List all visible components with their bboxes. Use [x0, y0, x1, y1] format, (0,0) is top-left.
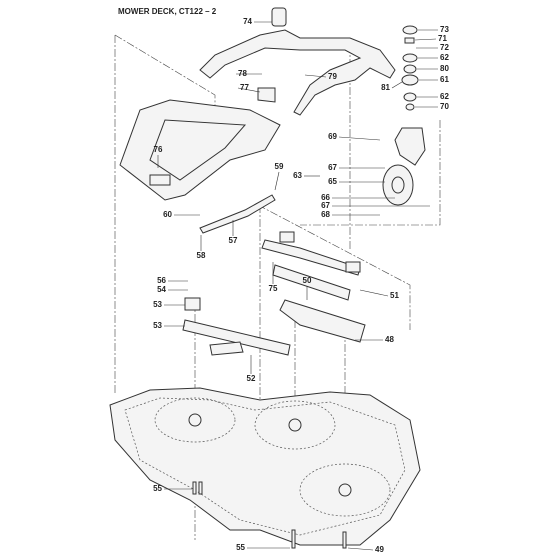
part-callout: 81 [381, 83, 390, 92]
part-callout: 74 [243, 17, 252, 26]
part-callout: 49 [375, 545, 384, 554]
part-callout: 73 [440, 25, 449, 34]
part-callout: 50 [303, 276, 312, 285]
leader-line [304, 74, 327, 78]
part-callout: 70 [440, 102, 449, 111]
part-callout: 80 [440, 64, 449, 73]
part-callout: 55 [236, 543, 245, 552]
leader-line [274, 171, 280, 191]
part-callout: 60 [163, 210, 172, 219]
leader-line [359, 289, 389, 297]
part-callout: 68 [321, 210, 330, 219]
part-callout: 76 [154, 145, 163, 154]
part-callout: 75 [269, 284, 278, 293]
part-callout: 66 [321, 193, 330, 202]
drawing [109, 7, 441, 549]
part-callout: 79 [328, 72, 337, 81]
leader-line [347, 547, 374, 551]
leader-line [338, 136, 381, 141]
part-callout: 55 [153, 484, 162, 493]
part-callout: 67 [328, 163, 337, 172]
part-callout: 53 [153, 321, 162, 330]
leader-line [391, 81, 403, 89]
part-callout: 58 [197, 251, 206, 260]
part-callout: 59 [275, 162, 284, 171]
part-callout: 56 [157, 276, 166, 285]
part-callout: 65 [328, 177, 337, 186]
part-callout: 52 [247, 374, 256, 383]
part-callout: 71 [438, 34, 447, 43]
part-callout: 63 [293, 171, 302, 180]
diagram-title: MOWER DECK, CT122 – 2 [118, 7, 217, 16]
part-callout: 53 [153, 300, 162, 309]
part-callout: 51 [390, 291, 399, 300]
leader-line [414, 38, 437, 41]
part-callout: 54 [157, 285, 166, 294]
part-callout: 48 [385, 335, 394, 344]
part-callout: 62 [440, 53, 449, 62]
part-callout: 78 [238, 69, 247, 78]
part-callout: 67 [321, 201, 330, 210]
leader-line [237, 87, 261, 93]
part-callout: 77 [240, 83, 249, 92]
part-callout: 61 [440, 75, 449, 84]
part-callout: 57 [229, 236, 238, 245]
part-callout: 69 [328, 132, 337, 141]
part-callout: 62 [440, 92, 449, 101]
part-callout: 72 [440, 43, 449, 52]
